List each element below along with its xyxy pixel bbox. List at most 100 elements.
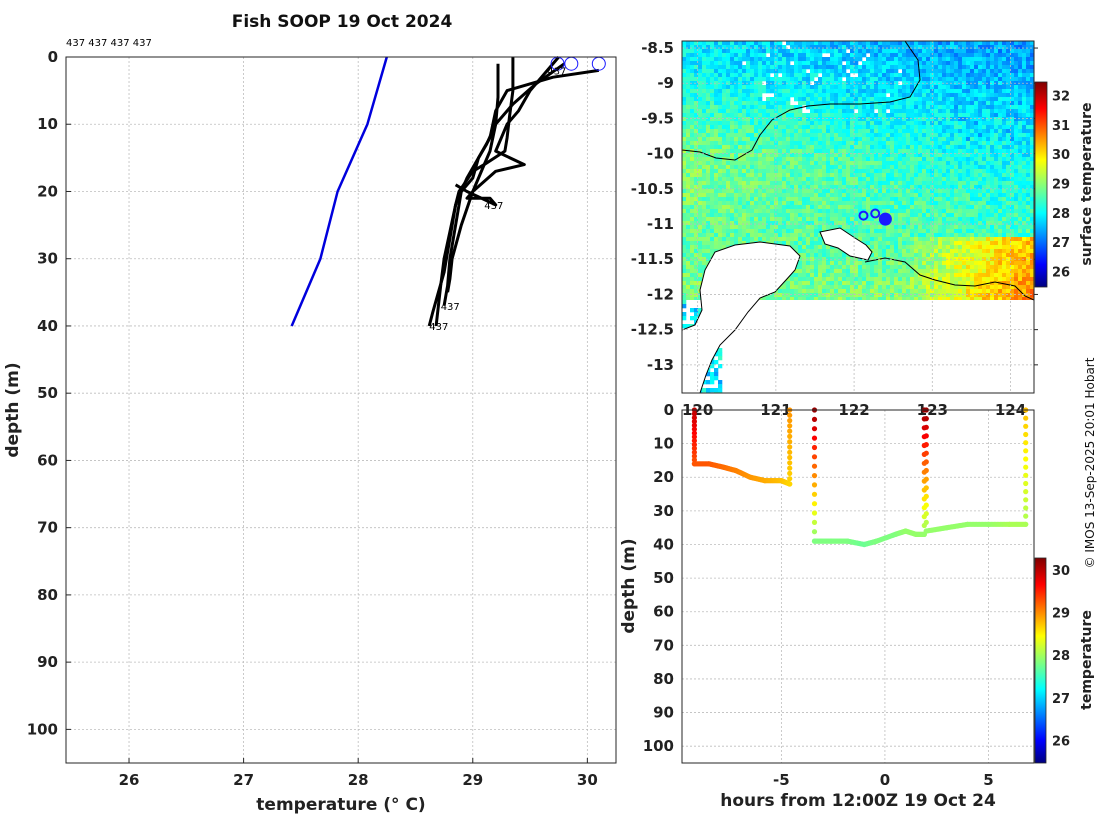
- sst-cell: [702, 213, 707, 218]
- sst-cell: [838, 105, 843, 110]
- sst-cell: [866, 133, 871, 138]
- sst-cell: [962, 177, 967, 182]
- sst-cell: [770, 45, 775, 50]
- sst-cell: [978, 117, 983, 122]
- sst-cell: [814, 121, 819, 126]
- sst-cell: [758, 201, 763, 206]
- sst-cell: [830, 189, 835, 194]
- sst-cell: [802, 69, 807, 74]
- sst-cell: [1006, 209, 1011, 214]
- sst-cell: [790, 125, 795, 130]
- sst-cell: [682, 261, 687, 266]
- sst-cell: [898, 77, 903, 82]
- sst-cell: [846, 193, 851, 198]
- sst-cell: [774, 133, 779, 138]
- sst-cell: [966, 205, 971, 210]
- sst-cell: [818, 221, 823, 226]
- sst-cell: [790, 57, 795, 62]
- sst-cell: [990, 141, 995, 146]
- sst-cell: [890, 113, 895, 118]
- sst-cell: [1022, 157, 1027, 162]
- sst-cell: [890, 121, 895, 126]
- sst-cell: [718, 181, 723, 186]
- sst-cell: [770, 85, 775, 90]
- sst-cell: [926, 125, 931, 130]
- sst-cell: [878, 85, 883, 90]
- sst-cell: [1002, 245, 1007, 250]
- sst-cell: [886, 257, 891, 262]
- sst-cell: [702, 193, 707, 198]
- sst-cell: [930, 205, 935, 210]
- sst-cell: [1022, 121, 1027, 126]
- sst-cell: [686, 161, 691, 166]
- sst-cell: [894, 49, 899, 54]
- sst-cell: [682, 193, 687, 198]
- sst-cell: [902, 101, 907, 106]
- sst-cell: [942, 153, 947, 158]
- sst-cell: [706, 81, 711, 86]
- sst-cell: [810, 97, 815, 102]
- sst-cell: [914, 201, 919, 206]
- sst-cell: [698, 233, 703, 238]
- sst-cell: [1022, 133, 1027, 138]
- sst-cell: [1002, 237, 1007, 242]
- sst-cell: [734, 209, 739, 214]
- sst-cell: [914, 189, 919, 194]
- sst-cell: [682, 49, 687, 54]
- sst-cell: [1010, 113, 1015, 118]
- sst-cell: [718, 73, 723, 78]
- sst-cell: [818, 233, 823, 238]
- sst-cell: [818, 229, 823, 234]
- sst-cell: [746, 121, 751, 126]
- sst-cell: [894, 133, 899, 138]
- sst-cell: [798, 153, 803, 158]
- sst-cell: [1014, 41, 1019, 46]
- sst-cell: [926, 81, 931, 86]
- sst-cell: [1014, 157, 1019, 162]
- sst-cell: [958, 181, 963, 186]
- sst-cell: [842, 93, 847, 98]
- sst-cell: [866, 61, 871, 66]
- sst-cell: [770, 197, 775, 202]
- sst-cell: [810, 121, 815, 126]
- sst-cell: [1026, 201, 1031, 206]
- sst-cell: [734, 81, 739, 86]
- sst-cell: [930, 41, 935, 46]
- sst-cell: [890, 161, 895, 166]
- sst-cell: [882, 157, 887, 162]
- sst-cell: [1006, 57, 1011, 62]
- sst-cell: [830, 121, 835, 126]
- sst-cell: [1030, 61, 1034, 66]
- sst-cell: [990, 193, 995, 198]
- sst-cell: [946, 73, 951, 78]
- sst-cell: [882, 45, 887, 50]
- sst-cell: [902, 261, 907, 266]
- sst-cell: [714, 93, 719, 98]
- sst-cell: [986, 61, 991, 66]
- sst-cell: [918, 169, 923, 174]
- sst-cell: [906, 197, 911, 202]
- sst-cell: [782, 129, 787, 134]
- sst-cell: [882, 173, 887, 178]
- sst-cell: [902, 69, 907, 74]
- sst-cell: [1022, 125, 1027, 130]
- sst-cell: [918, 217, 923, 222]
- sst-cell: [926, 145, 931, 150]
- sst-cell: [970, 125, 975, 130]
- sst-cell: [1026, 253, 1031, 258]
- sst-cell: [694, 261, 699, 266]
- sst-cell: [738, 117, 743, 122]
- sst-cell: [794, 221, 799, 226]
- sst-cell: [982, 233, 987, 238]
- sst-cell: [846, 221, 851, 226]
- sst-cell: [882, 101, 887, 106]
- sst-cell: [750, 161, 755, 166]
- sst-cell: [962, 129, 967, 134]
- sst-cell: [922, 185, 927, 190]
- sst-cell: [850, 257, 855, 262]
- sst-cell: [1014, 229, 1019, 234]
- sst-cell: [738, 173, 743, 178]
- sst-cell: [726, 57, 731, 62]
- sst-cell: [850, 81, 855, 86]
- sst-cell: [774, 85, 779, 90]
